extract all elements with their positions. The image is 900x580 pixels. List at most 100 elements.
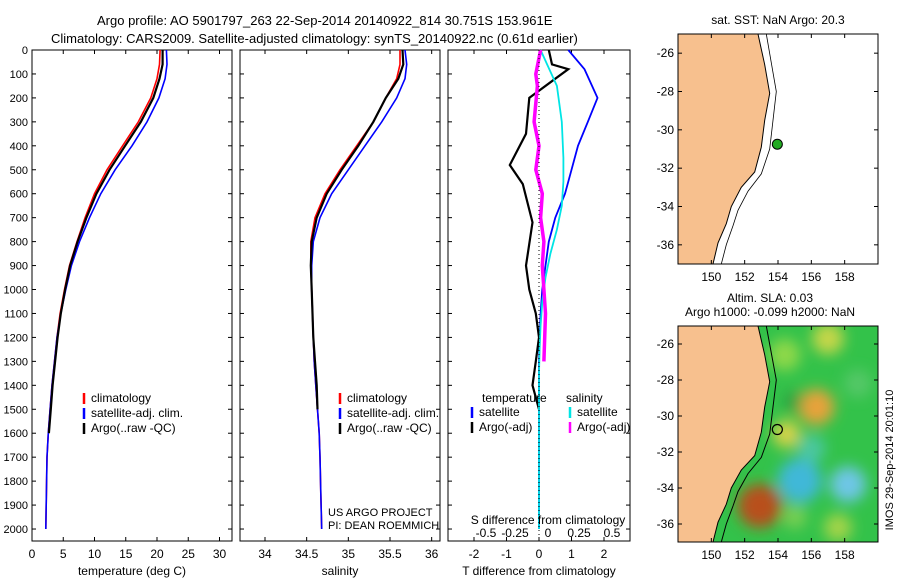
lon-tick-label: 158 [835, 270, 855, 284]
land-area [677, 33, 771, 265]
x-tick-label: 1 [568, 547, 575, 561]
lat-tick-label: -26 [657, 337, 675, 351]
top-tick-label: 0.25 [567, 526, 591, 540]
top-tick-label: 0 [545, 526, 552, 540]
y-tick-label: 600 [10, 189, 28, 201]
project-annotation: US ARGO PROJECT [328, 507, 433, 519]
top-axis-label: S difference from climatology [471, 513, 626, 527]
series-line-2 [47, 50, 164, 434]
y-tick-label: 200 [10, 93, 28, 105]
x-tick-label: 25 [182, 547, 196, 561]
y-tick-label: 900 [10, 261, 28, 273]
x-tick-label: 30 [213, 547, 227, 561]
x-tick-label: 5 [60, 547, 67, 561]
y-tick-label: 1900 [4, 500, 28, 512]
header-line1: Argo profile: AO 5901797_263 22-Sep-2014… [97, 13, 553, 28]
header-line2: Climatology: CARS2009. Satellite-adjuste… [51, 31, 578, 46]
salinity-panel: 34 34.5 35 35.5 36 salinity climatologysatelli… [239, 49, 441, 578]
lon-tick-label: 158 [835, 548, 855, 562]
lon-tick-label: 154 [768, 548, 788, 562]
lon-tick-label: 156 [801, 270, 821, 284]
project-annotation: PI: DEAN ROEMMICH [328, 520, 439, 532]
y-tick-label: 1100 [4, 308, 28, 320]
x-tick-label: 35 [342, 547, 356, 561]
sla-blob [830, 466, 866, 503]
depth-contour [720, 325, 777, 543]
series-line-3 [532, 49, 548, 362]
lon-tick-label: 154 [768, 270, 788, 284]
lat-tick-label: -36 [657, 238, 675, 252]
y-tick-label: 1500 [4, 404, 28, 416]
sla-blob [798, 389, 835, 425]
argo-position-marker [771, 423, 783, 436]
y-tick-label: 100 [10, 69, 28, 81]
y-tick-label: 0 [22, 45, 28, 57]
y-tick-label: 1700 [4, 452, 28, 464]
depth-contour [720, 33, 777, 265]
x-axis-label: T difference from climatology [462, 564, 616, 578]
plot-frame [31, 49, 233, 542]
sla-blob [782, 504, 807, 529]
imos-timestamp: IMOS 29-Sep-2014 20:01:10 [884, 390, 896, 531]
y-tick-label: 1600 [4, 428, 28, 440]
top-tick-label: 0.5 [604, 526, 621, 540]
lat-tick-label: -28 [657, 85, 675, 99]
lat-tick-label: -32 [657, 161, 675, 175]
y-tick-label: 400 [10, 141, 28, 153]
x-tick-label: 10 [88, 547, 102, 561]
legend-label: satellite [577, 405, 618, 419]
top-tick-label: -0.5 [476, 526, 497, 540]
sla-anomalies [737, 326, 872, 542]
y-tick-label: 300 [10, 117, 28, 129]
x-tick-label: 20 [150, 547, 164, 561]
lat-tick-label: -32 [657, 445, 675, 459]
legend-label: satellite-adj. clim. [347, 406, 439, 420]
y-tick-label: 1400 [4, 380, 28, 392]
lon-tick-label: 156 [801, 548, 821, 562]
lat-tick-label: -28 [657, 373, 675, 387]
legend-label: Argo(..raw -QC) [91, 421, 176, 435]
difference-panel: -2 -1 0 1 2 T difference from climatology temp… [447, 49, 631, 578]
sla-blob [783, 391, 803, 412]
y-tick-label: 1200 [4, 332, 28, 344]
x-axis-label: temperature (deg C) [78, 564, 186, 578]
y-tick-label: 2000 [4, 524, 28, 536]
x-tick-label: 0 [536, 547, 543, 561]
legend-label: satellite [479, 405, 520, 419]
x-tick-label: 2 [601, 547, 608, 561]
sla-blob [824, 513, 852, 542]
legend-label: climatology [91, 391, 151, 405]
y-tick-label: 1000 [4, 285, 28, 297]
legend-label: Argo(-adj) [577, 420, 630, 434]
y-tick-label: 700 [10, 213, 28, 225]
sla-blob [737, 484, 782, 528]
legend-label: satellite-adj. clim. [91, 406, 183, 420]
y-tick-label: 800 [10, 237, 28, 249]
legend-label: climatology [347, 391, 407, 405]
sla-blob [812, 326, 844, 355]
map-title: Altim. SLA: 0.03 [727, 291, 813, 305]
lon-tick-label: 152 [735, 548, 755, 562]
x-tick-label: 36 [425, 547, 439, 561]
legend-group-title: salinity [566, 391, 603, 405]
series-line-1 [508, 49, 571, 410]
legend-label: Argo(..raw -QC) [347, 421, 432, 435]
sla-blob [772, 420, 801, 448]
legend-label: Argo(-adj) [479, 420, 532, 434]
sla-blob [777, 458, 822, 503]
x-tick-label: -1 [501, 547, 512, 561]
x-tick-label: 34.5 [295, 547, 319, 561]
sla-blob [844, 369, 872, 398]
y-tick-label: 500 [10, 165, 28, 177]
sst-map-panel: sat. SST: NaN Argo: 20.3 150 152 154 156 158 -… [657, 13, 879, 284]
x-axis-label: salinity [322, 564, 359, 578]
sla-blob [797, 434, 826, 463]
y-tick-label: 1300 [4, 356, 28, 368]
lat-tick-label: -36 [657, 517, 675, 531]
argo-position-marker [771, 138, 783, 150]
x-tick-label: 35.5 [378, 547, 402, 561]
lon-tick-label: 152 [735, 270, 755, 284]
lat-tick-label: -26 [657, 46, 675, 60]
x-tick-label: -2 [469, 547, 480, 561]
